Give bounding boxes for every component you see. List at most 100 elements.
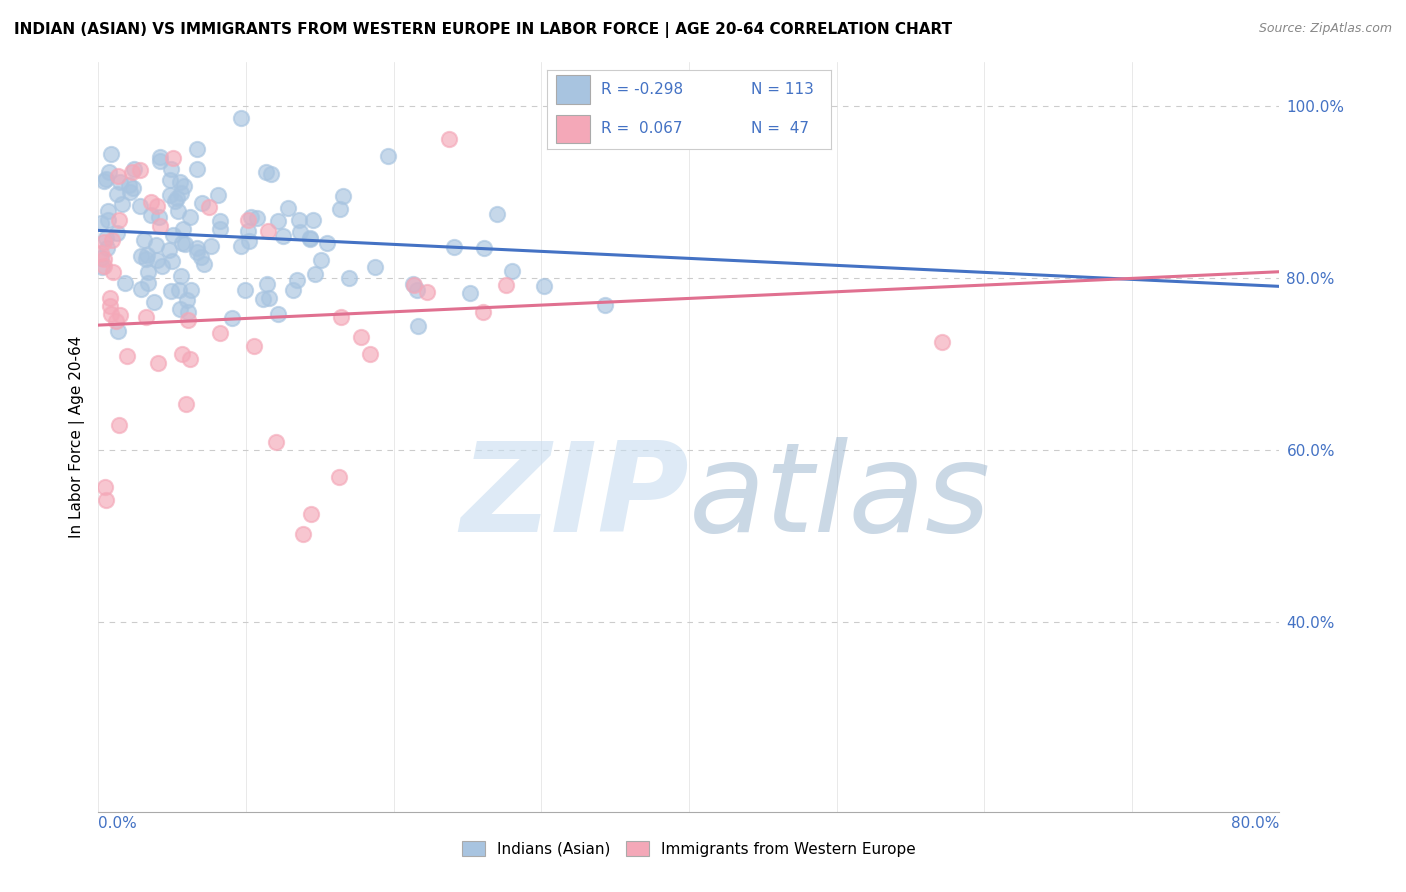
Point bbox=[267, 308, 290, 322]
Point bbox=[94, 172, 117, 186]
Point bbox=[285, 272, 308, 286]
Point bbox=[240, 210, 263, 224]
Point bbox=[93, 235, 115, 250]
Point bbox=[160, 284, 183, 298]
Point bbox=[231, 239, 253, 253]
Point bbox=[186, 142, 208, 156]
Point bbox=[191, 195, 214, 210]
Point bbox=[165, 194, 187, 208]
Point bbox=[173, 179, 195, 194]
Point bbox=[108, 417, 131, 432]
Point bbox=[159, 173, 181, 187]
Point bbox=[186, 241, 208, 255]
Point bbox=[264, 434, 287, 449]
Point bbox=[595, 298, 617, 312]
Point bbox=[135, 252, 157, 266]
Point bbox=[402, 277, 425, 291]
Point bbox=[157, 243, 180, 257]
Point bbox=[416, 285, 439, 299]
Point bbox=[233, 283, 256, 297]
Point bbox=[93, 259, 115, 273]
Point bbox=[103, 265, 125, 279]
Point bbox=[173, 237, 195, 252]
Point bbox=[299, 508, 322, 522]
Point bbox=[186, 245, 208, 260]
Point bbox=[100, 307, 122, 321]
Point bbox=[146, 253, 169, 268]
Point bbox=[162, 151, 184, 165]
Point bbox=[350, 330, 373, 344]
Point bbox=[172, 235, 194, 250]
Point bbox=[104, 314, 127, 328]
Point bbox=[115, 349, 138, 363]
Point bbox=[98, 299, 121, 313]
Point bbox=[458, 285, 481, 300]
Point bbox=[107, 226, 129, 240]
Point bbox=[93, 174, 115, 188]
Point bbox=[257, 291, 280, 305]
Point bbox=[364, 260, 387, 275]
Point bbox=[254, 165, 277, 179]
Point bbox=[485, 207, 508, 221]
Text: INDIAN (ASIAN) VS IMMIGRANTS FROM WESTERN EUROPE IN LABOR FORCE | AGE 20-64 CORR: INDIAN (ASIAN) VS IMMIGRANTS FROM WESTER… bbox=[14, 22, 952, 38]
Point bbox=[135, 310, 157, 324]
Y-axis label: In Labor Force | Age 20-64: In Labor Force | Age 20-64 bbox=[69, 336, 84, 538]
Point bbox=[406, 283, 429, 297]
Point bbox=[169, 301, 191, 316]
Point bbox=[309, 252, 332, 267]
Point bbox=[100, 147, 122, 161]
Point bbox=[94, 493, 117, 508]
Text: 0.0%: 0.0% bbox=[98, 816, 138, 831]
Point bbox=[298, 232, 321, 246]
Point bbox=[329, 202, 352, 217]
Point bbox=[122, 161, 145, 176]
Point bbox=[198, 200, 221, 214]
Point bbox=[90, 260, 112, 274]
Point bbox=[238, 234, 260, 248]
Point bbox=[132, 233, 155, 247]
Legend: Indians (Asian), Immigrants from Western Europe: Indians (Asian), Immigrants from Western… bbox=[463, 840, 915, 856]
Point bbox=[186, 161, 208, 176]
Point bbox=[177, 305, 200, 319]
Point bbox=[174, 397, 197, 411]
Point bbox=[281, 284, 304, 298]
Point bbox=[292, 526, 315, 541]
Text: Source: ZipAtlas.com: Source: ZipAtlas.com bbox=[1258, 22, 1392, 36]
Point bbox=[139, 208, 162, 222]
Point bbox=[169, 175, 191, 189]
Point bbox=[148, 210, 170, 224]
Point bbox=[229, 112, 252, 126]
Point bbox=[97, 212, 120, 227]
Point bbox=[129, 163, 152, 178]
Point bbox=[90, 246, 112, 260]
Point bbox=[179, 352, 201, 367]
Point bbox=[246, 211, 269, 225]
Point bbox=[256, 277, 278, 292]
Point bbox=[172, 347, 194, 361]
Point bbox=[114, 276, 136, 290]
Point bbox=[332, 189, 354, 203]
Point bbox=[149, 219, 172, 234]
Point bbox=[167, 283, 190, 297]
Point bbox=[162, 253, 184, 268]
Point bbox=[149, 154, 172, 169]
Point bbox=[97, 204, 120, 219]
Text: atlas: atlas bbox=[689, 436, 991, 558]
Point bbox=[129, 199, 152, 213]
Point bbox=[138, 265, 160, 279]
Point bbox=[437, 132, 460, 146]
Point bbox=[200, 239, 222, 253]
Point bbox=[472, 241, 495, 255]
Point bbox=[93, 252, 115, 267]
Point bbox=[267, 214, 290, 228]
Point bbox=[377, 149, 399, 163]
Point bbox=[170, 269, 193, 284]
Point bbox=[166, 191, 188, 205]
Point bbox=[143, 295, 166, 310]
Point bbox=[160, 162, 183, 177]
Point bbox=[150, 259, 173, 273]
Point bbox=[107, 324, 129, 338]
Point bbox=[98, 164, 121, 178]
Point bbox=[176, 313, 198, 327]
Point bbox=[108, 308, 131, 322]
